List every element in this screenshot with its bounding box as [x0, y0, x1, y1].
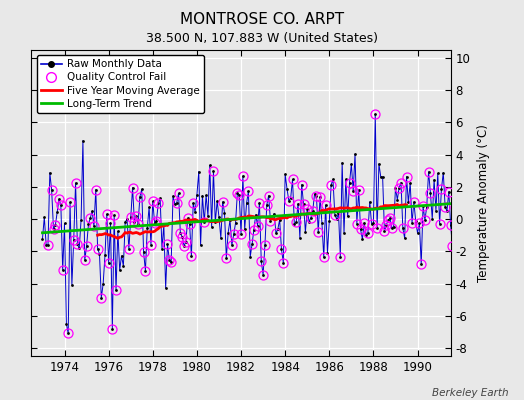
- Text: Berkeley Earth: Berkeley Earth: [432, 388, 508, 398]
- Legend: Raw Monthly Data, Quality Control Fail, Five Year Moving Average, Long-Term Tren: Raw Monthly Data, Quality Control Fail, …: [37, 55, 204, 113]
- Text: MONTROSE CO. ARPT: MONTROSE CO. ARPT: [180, 12, 344, 27]
- Y-axis label: Temperature Anomaly (°C): Temperature Anomaly (°C): [477, 124, 490, 282]
- Text: 38.500 N, 107.883 W (United States): 38.500 N, 107.883 W (United States): [146, 32, 378, 45]
